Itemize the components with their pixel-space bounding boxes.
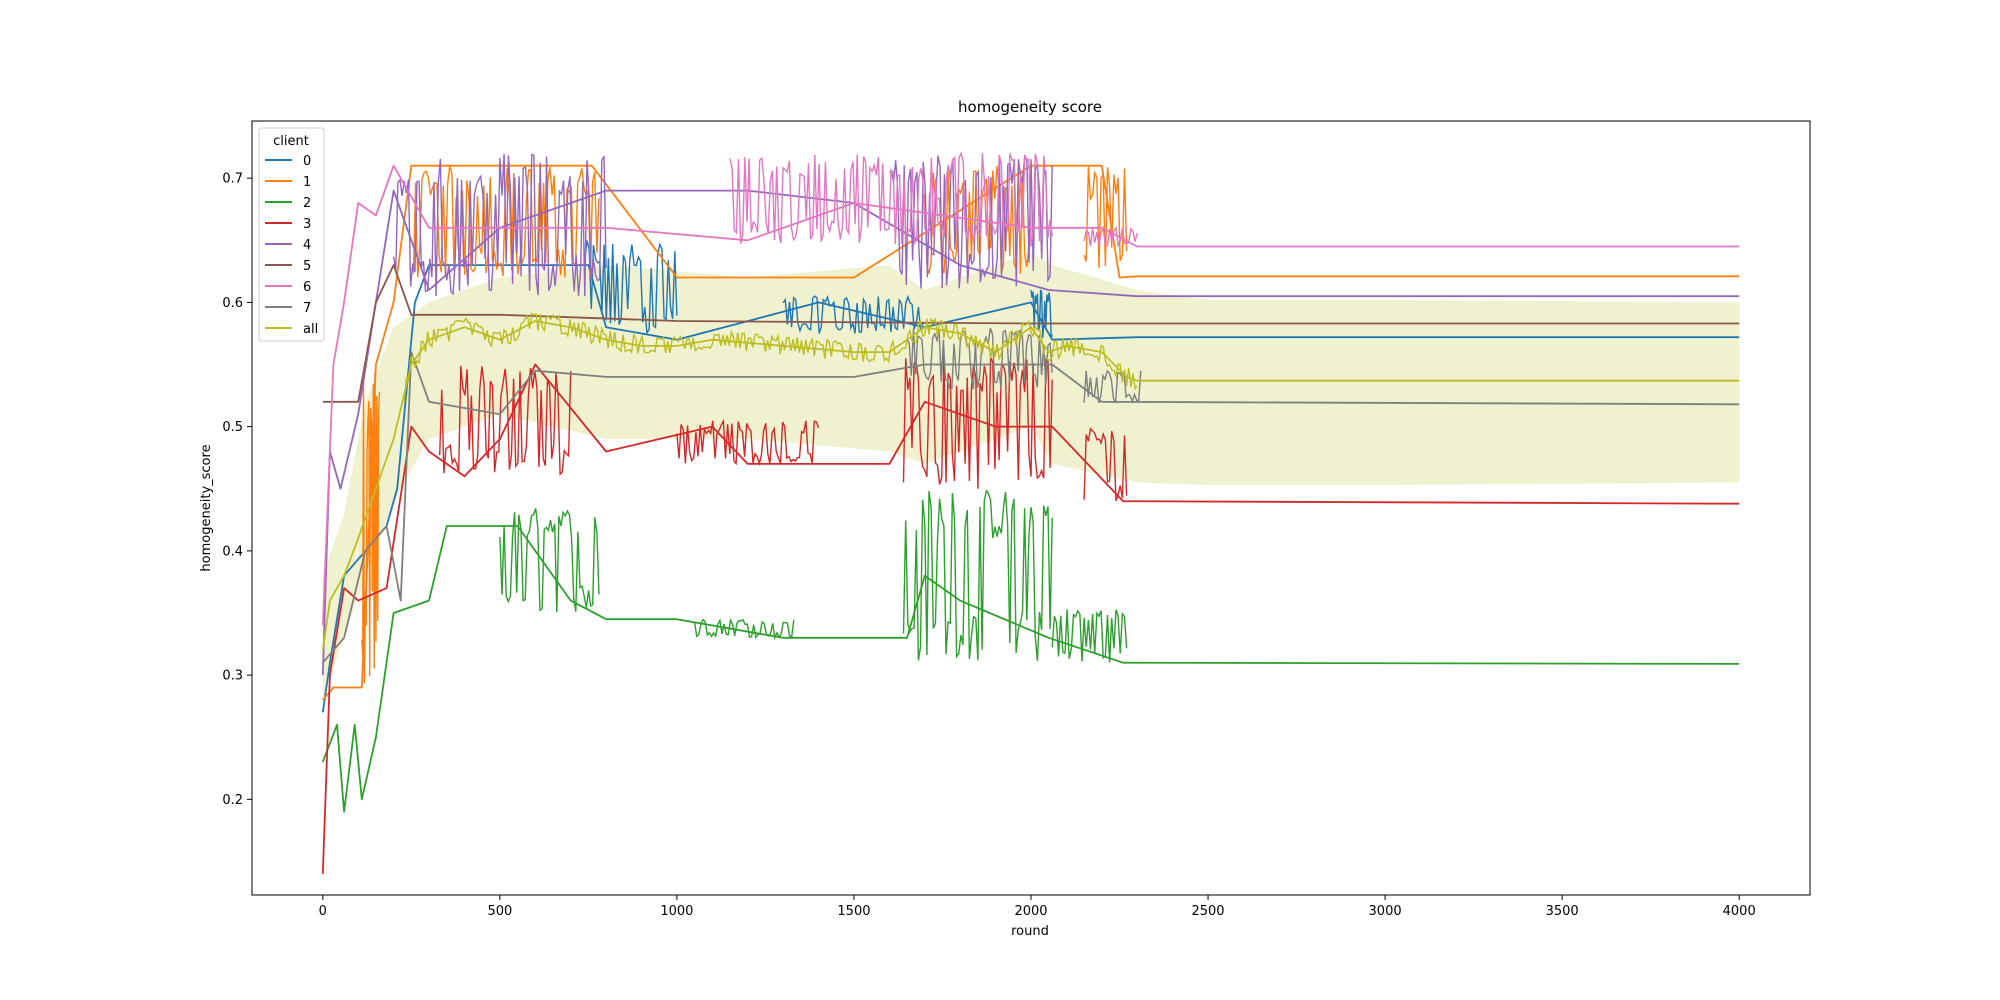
series-all-line xyxy=(321,320,1740,651)
x-tick-label: 3000 xyxy=(1369,904,1402,919)
y-tick-label: 0.2 xyxy=(222,793,243,808)
y-tick-label: 0.3 xyxy=(222,669,243,684)
series-all xyxy=(321,312,1740,651)
series-lines xyxy=(321,151,1740,874)
x-axis-label: round xyxy=(1011,924,1049,939)
x-tick-label: 500 xyxy=(487,904,512,919)
legend-label-6: 6 xyxy=(303,280,311,295)
series-2-oscillation xyxy=(1051,609,1128,663)
series-1-oscillation xyxy=(361,371,381,684)
all-band-area xyxy=(322,252,1740,700)
series-all-oscillation xyxy=(403,312,1138,402)
legend-label-all: all xyxy=(303,322,318,337)
series-2-line xyxy=(321,525,1740,813)
series-3-oscillation xyxy=(439,365,572,476)
y-tick-label: 0.4 xyxy=(222,544,243,559)
x-tick-label: 4000 xyxy=(1723,904,1756,919)
x-tick-label: 2500 xyxy=(1191,904,1224,919)
series-6-line xyxy=(321,164,1740,626)
all-confidence-band xyxy=(322,252,1740,700)
series-2-oscillation xyxy=(499,508,600,613)
series-4-oscillation xyxy=(392,153,607,297)
series-3 xyxy=(321,353,1740,874)
legend-title: client xyxy=(273,134,309,149)
series-5 xyxy=(322,264,1740,403)
legend-label-7: 7 xyxy=(303,301,311,316)
x-tick-label: 1500 xyxy=(837,904,870,919)
legend-label-2: 2 xyxy=(303,196,311,211)
x-axis-ticks: 0 500 1000 1500 2000 2500 3000 3500 4000 xyxy=(319,895,1756,919)
series-0-oscillation xyxy=(1030,289,1053,339)
legend: client 0 1 2 3 4 5 6 7 all xyxy=(258,127,325,342)
series-7-line xyxy=(322,351,1740,664)
series-2 xyxy=(321,489,1740,813)
x-tick-label: 0 xyxy=(319,904,327,919)
series-5-line xyxy=(322,264,1740,403)
series-2-oscillation xyxy=(902,489,1053,661)
series-7-oscillation xyxy=(906,327,1053,390)
series-1-oscillation xyxy=(1083,166,1128,268)
legend-label-1: 1 xyxy=(303,175,311,190)
legend-label-5: 5 xyxy=(303,259,311,274)
legend-label-0: 0 xyxy=(303,154,311,169)
series-3-oscillation xyxy=(1083,427,1128,502)
x-tick-label: 1000 xyxy=(660,904,693,919)
series-6-oscillation xyxy=(729,151,1053,247)
y-axis-label: homogeneity_score xyxy=(199,444,214,571)
series-3-oscillation xyxy=(902,353,1053,489)
chart-title: homogeneity score xyxy=(958,98,1102,116)
series-2-oscillation xyxy=(693,617,795,641)
series-7 xyxy=(322,327,1740,664)
series-3-line xyxy=(321,363,1740,874)
y-tick-label: 0.5 xyxy=(222,420,243,435)
series-6 xyxy=(321,151,1740,626)
y-tick-label: 0.6 xyxy=(222,296,243,311)
legend-label-4: 4 xyxy=(303,238,311,253)
legend-label-3: 3 xyxy=(303,217,311,232)
y-axis-ticks: 0.2 0.3 0.4 0.5 0.6 0.7 xyxy=(222,172,252,808)
x-tick-label: 2000 xyxy=(1014,904,1047,919)
y-tick-label: 0.7 xyxy=(222,172,243,187)
x-tick-label: 3500 xyxy=(1546,904,1579,919)
series-0-oscillation xyxy=(782,294,925,334)
